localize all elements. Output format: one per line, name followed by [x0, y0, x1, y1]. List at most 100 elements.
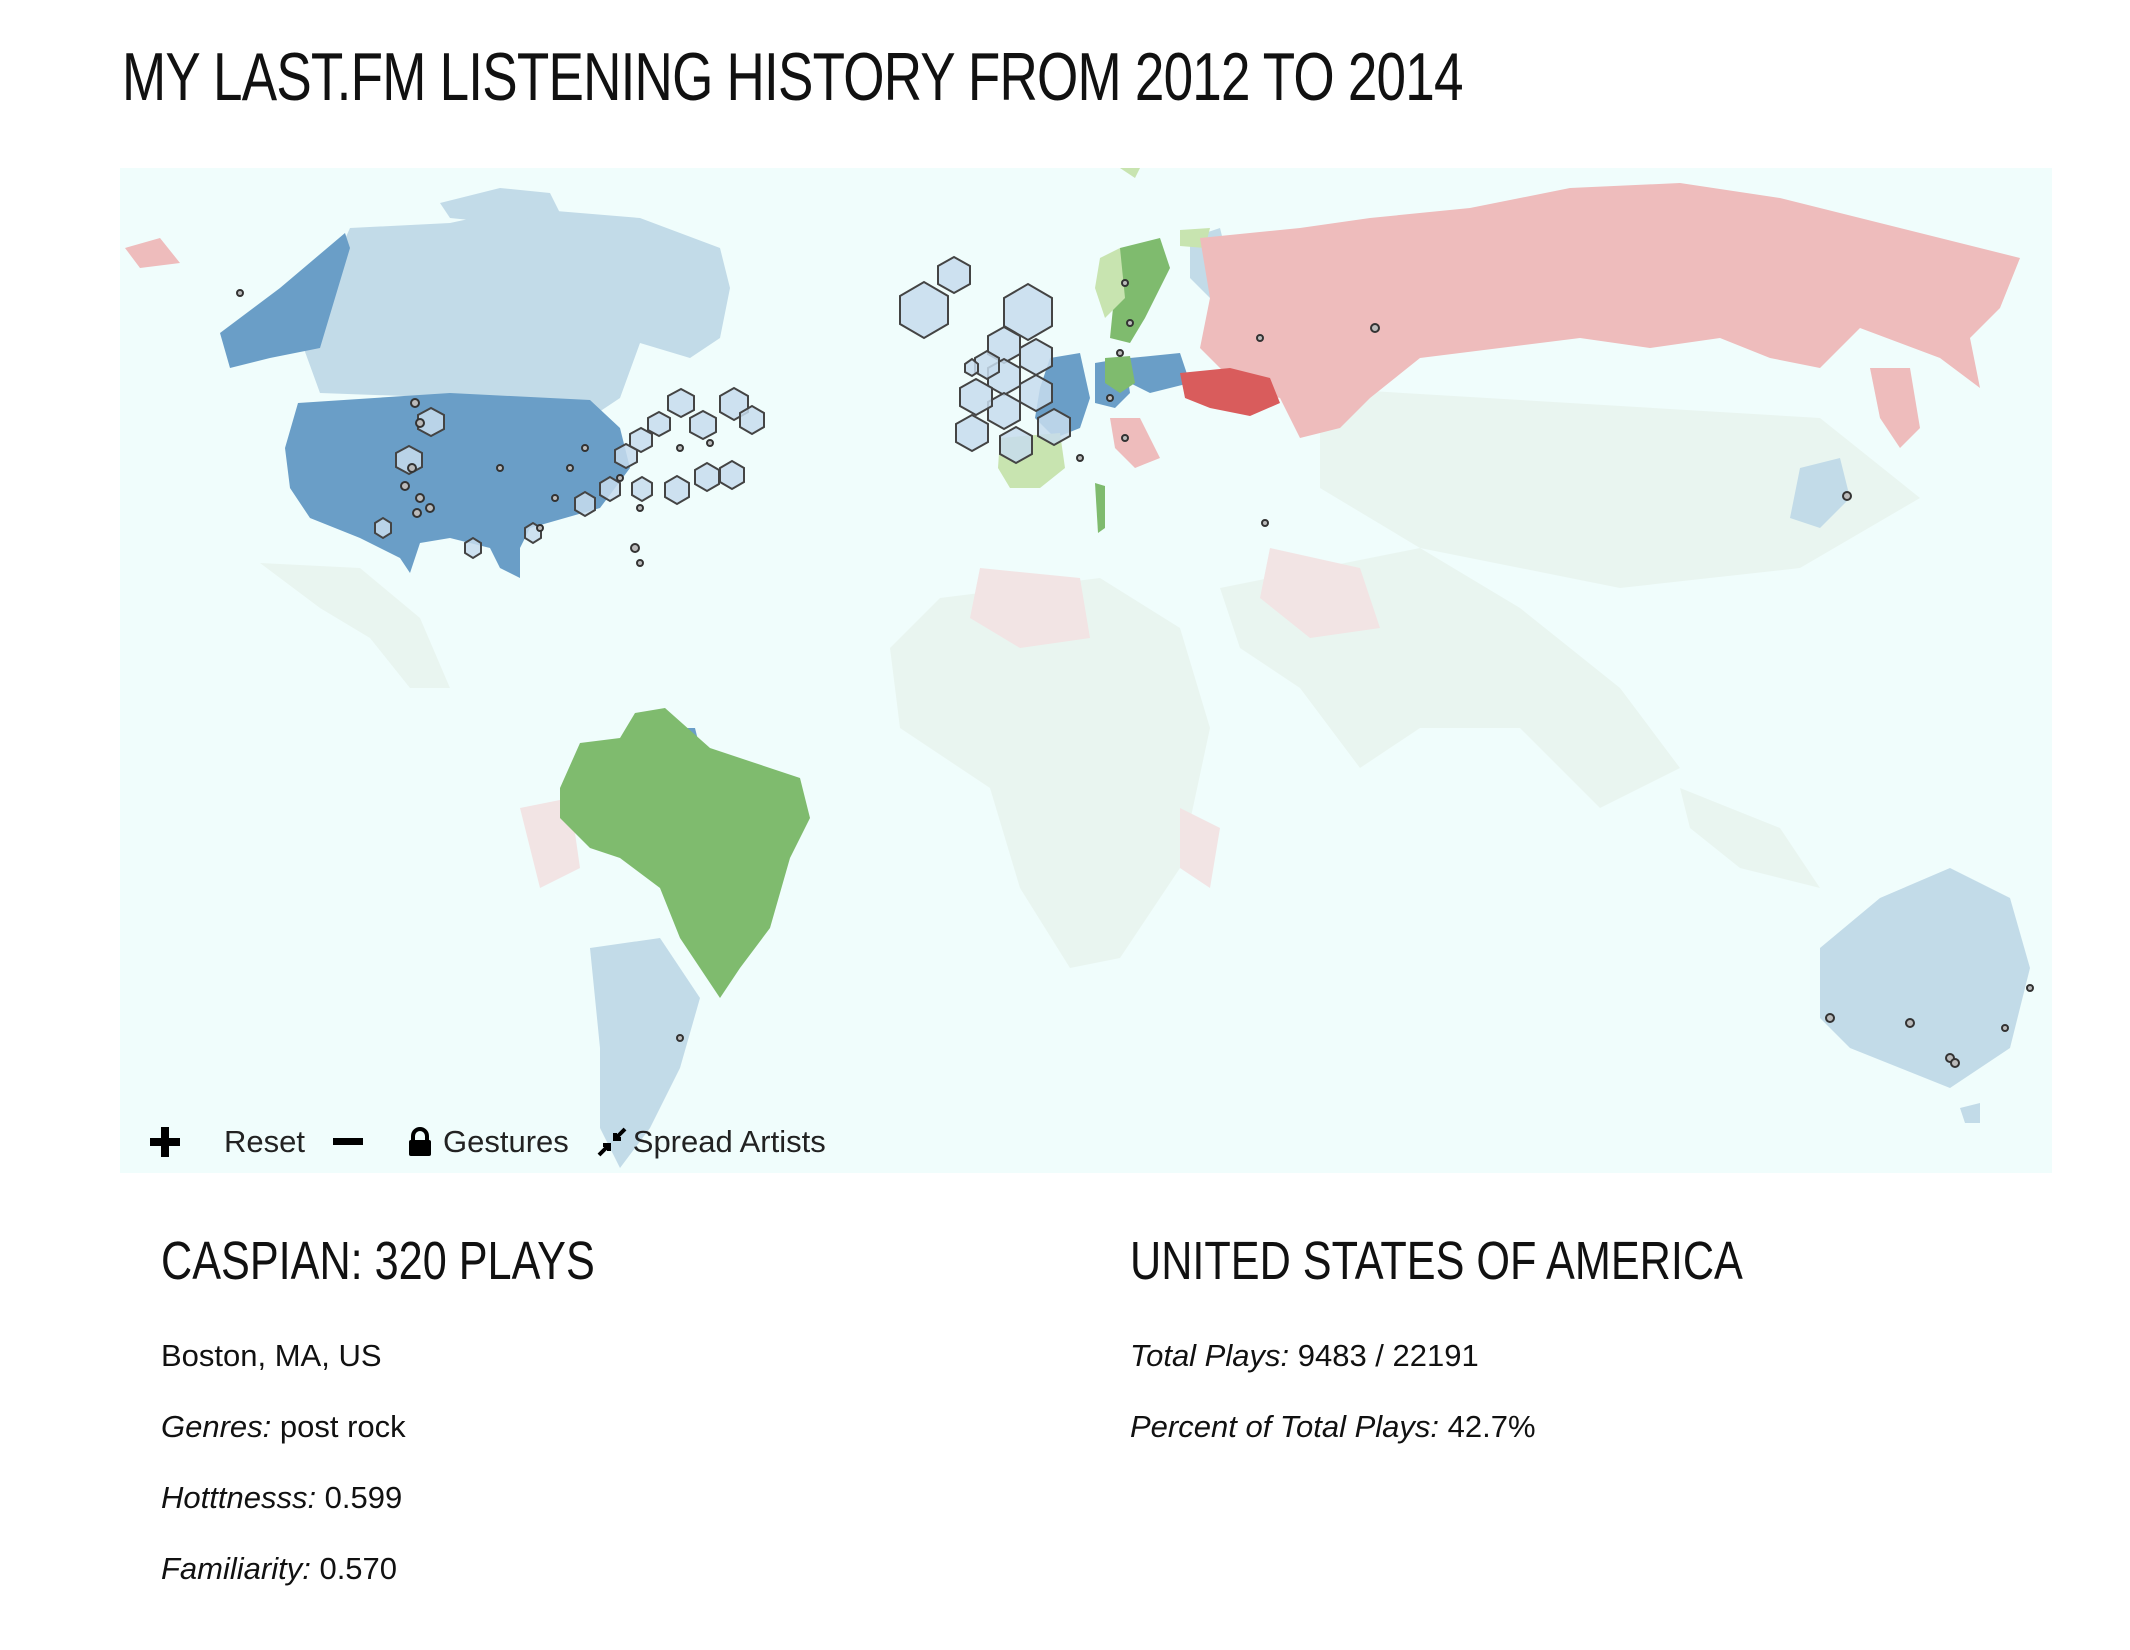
page-title: MY LAST.FM LISTENING HISTORY FROM 2012 T…: [122, 39, 1463, 115]
artist-hexagon: [719, 459, 745, 491]
artist-point: [415, 418, 425, 428]
country-sweden: [1110, 238, 1170, 343]
dark-blue-countries: [220, 233, 1190, 753]
artist-hexagon: [739, 404, 765, 436]
artist-hexagon: [1037, 407, 1071, 447]
artist-hexagon: [631, 475, 653, 503]
zoom-out-button[interactable]: [331, 1125, 381, 1159]
artist-point: [1121, 434, 1129, 442]
total-plays-label: Total Plays:: [1130, 1338, 1290, 1373]
artist-point: [1106, 394, 1114, 402]
artist-hotttnesss: Hotttnesss: 0.599: [161, 1462, 703, 1533]
country-brazil: [560, 708, 810, 998]
artist-genres: Genres: post rock: [161, 1391, 703, 1462]
artist-point: [566, 464, 574, 472]
artist-point: [551, 494, 559, 502]
artist-hexagon: [964, 357, 979, 378]
country-percent: Percent of Total Plays: 42.7%: [1130, 1391, 1896, 1462]
artist-point: [1825, 1013, 1835, 1023]
country-argentina: [590, 938, 700, 1168]
country-panel: UNITED STATES OF AMERICA Total Plays: 94…: [1130, 1230, 1896, 1462]
country-australia: [1820, 868, 2030, 1088]
genres-value: post rock: [271, 1409, 406, 1444]
faint-countries: [260, 388, 1920, 968]
compress-arrows-icon: [597, 1127, 627, 1157]
world-map[interactable]: [120, 168, 2052, 1173]
artist-point: [616, 474, 624, 482]
country-usa: [285, 393, 630, 578]
artist-panel: CASPIAN: 320 PLAYS Boston, MA, US Genres…: [161, 1230, 703, 1604]
country-heading: UNITED STATES OF AMERICA: [1130, 1231, 1743, 1291]
hotttnesss-value: 0.599: [316, 1480, 403, 1515]
country-alaska: [220, 233, 350, 368]
gestures-label: Gestures: [442, 1124, 569, 1159]
artist-point: [536, 524, 544, 532]
artist-hexagon: [937, 255, 971, 295]
artist-location: Boston, MA, US: [161, 1338, 382, 1373]
artist-point: [630, 543, 640, 553]
country-total-plays: Total Plays: 9483 / 22191: [1130, 1320, 1896, 1391]
artist-hexagon: [464, 536, 482, 560]
green-countries: [560, 238, 1170, 998]
artist-point: [706, 439, 714, 447]
artist-hexagon: [667, 387, 695, 419]
artist-hexagon: [1019, 373, 1053, 413]
reset-button[interactable]: Reset: [224, 1124, 305, 1160]
artist-point: [581, 444, 589, 452]
artist-point: [636, 504, 644, 512]
artist-point: [1261, 519, 1269, 527]
spread-artists-button[interactable]: Spread Artists: [595, 1124, 826, 1160]
artist-point: [407, 463, 417, 473]
genres-label: Genres:: [161, 1409, 272, 1444]
gestures-toggle[interactable]: Gestures: [407, 1124, 569, 1160]
artist-hexagon: [614, 442, 638, 470]
artist-hexagon: [689, 409, 717, 441]
artist-point: [1126, 319, 1134, 327]
artist-hexagon: [664, 474, 690, 506]
artist-hexagon: [647, 410, 671, 438]
artist-hexagon: [694, 461, 720, 493]
artist-hexagon: [599, 475, 621, 503]
artist-hexagon: [417, 406, 445, 438]
artist-hexagon: [999, 425, 1033, 465]
country-canada: [300, 208, 730, 418]
artist-point: [1842, 491, 1852, 501]
artist-point: [400, 481, 410, 491]
artist-hexagon: [1019, 337, 1053, 377]
artist-point: [1116, 349, 1124, 357]
artist-points[interactable]: [236, 279, 2034, 1068]
country-ukraine: [1180, 368, 1280, 416]
artist-point: [1950, 1058, 1960, 1068]
artist-point: [636, 559, 644, 567]
artist-point: [236, 289, 244, 297]
artist-point: [676, 444, 684, 452]
artist-point: [496, 464, 504, 472]
country-italy-region: [1110, 418, 1160, 468]
map-canvas[interactable]: [120, 168, 2052, 1173]
spread-artists-label: Spread Artists: [632, 1124, 826, 1159]
artist-point: [2026, 984, 2034, 992]
artist-hexagons[interactable]: [374, 255, 1071, 560]
artist-point: [1256, 334, 1264, 342]
lock-icon: [408, 1127, 431, 1156]
artist-hexagon: [955, 413, 989, 453]
artist-point: [1121, 279, 1129, 287]
artist-point: [2001, 1024, 2009, 1032]
artist-point: [425, 503, 435, 513]
artist-familiarity: Familiarity: 0.570: [161, 1533, 703, 1604]
map-controls: Reset Gestures Spread Artists: [148, 1120, 852, 1164]
artist-hexagon: [574, 490, 596, 518]
artist-point: [410, 398, 420, 408]
light-blue-countries: [300, 188, 2030, 1168]
red-countries: [1180, 368, 1280, 416]
hotttnesss-label: Hotttnesss:: [161, 1480, 317, 1515]
total-plays-value: 9483 / 22191: [1289, 1338, 1479, 1373]
artist-point: [415, 493, 425, 503]
percent-label: Percent of Total Plays:: [1130, 1409, 1440, 1444]
artist-hexagon: [899, 280, 949, 340]
country-japan: [1790, 458, 1850, 528]
zoom-in-button[interactable]: [148, 1125, 198, 1159]
artist-point: [412, 508, 422, 518]
country-russia: [1200, 183, 2020, 438]
artist-hexagon: [374, 516, 392, 540]
